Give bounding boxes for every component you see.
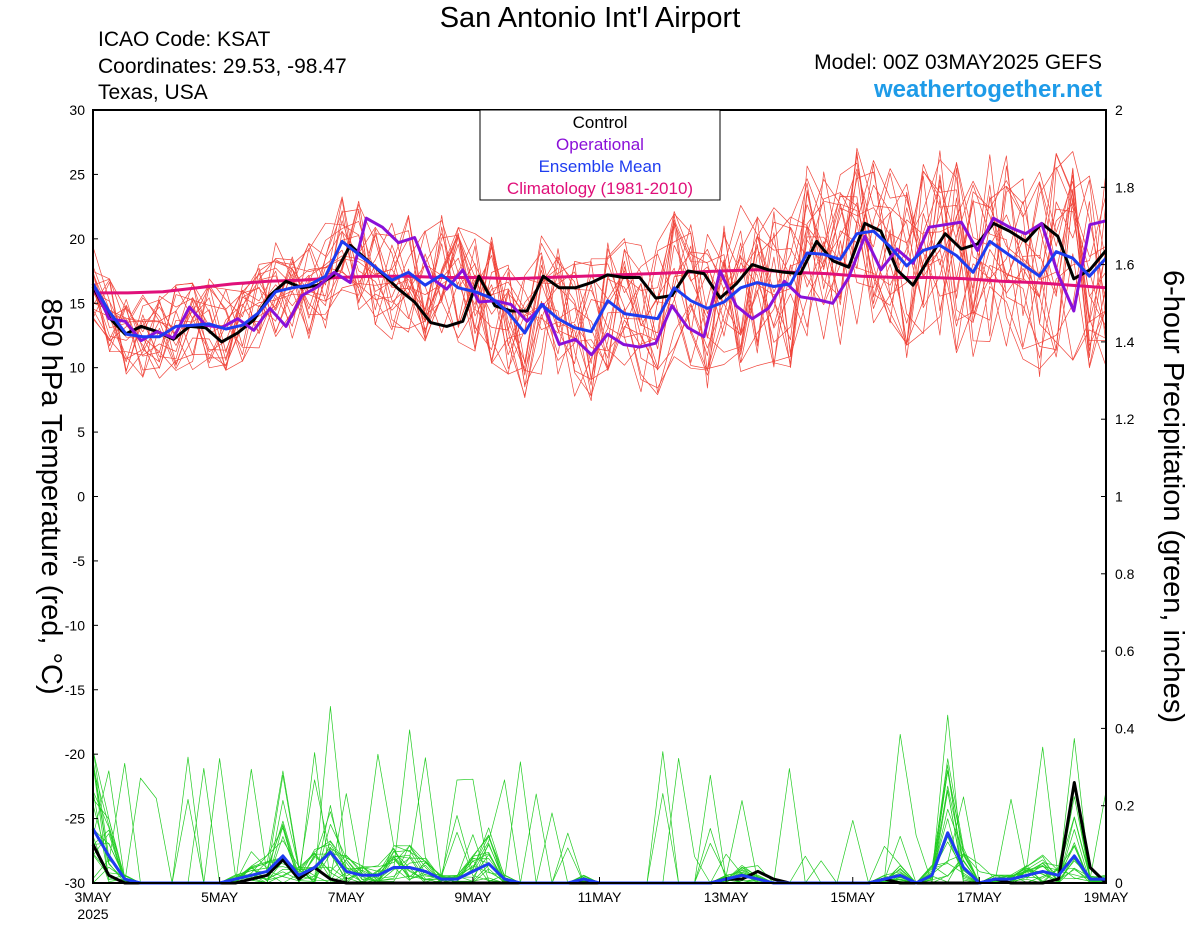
region: Texas, USA [98,81,208,104]
model-run: Model: 00Z 03MAY2025 GEFS [814,51,1102,74]
x-tick-label: 5MAY [201,889,239,905]
right-tick-label: 2 [1115,102,1123,118]
left-axis-title: 850 hPa Temperature (red, °C) [35,298,67,694]
legend-entry: Ensemble Mean [539,157,662,176]
left-tick-label: 20 [69,231,85,247]
right-tick-label: 1 [1115,489,1123,505]
legend-box [479,109,721,201]
x-tick-label: 13MAY [704,889,750,905]
right-tick-label: 1.6 [1115,257,1135,273]
right-tick-label: 0.4 [1115,720,1135,736]
left-tick-label: -5 [73,553,86,569]
left-tick-label: -30 [65,875,85,891]
right-tick-label: 1.8 [1115,179,1135,195]
precip-member-line [92,729,1107,884]
climatology-temp-line [93,268,1107,295]
right-tick-label: 0.8 [1115,566,1135,582]
temp-member-line [92,168,1107,372]
right-tick-label: 0.6 [1115,643,1135,659]
left-tick-label: 30 [69,102,85,118]
mean-temp-line [91,229,1108,339]
temp-member-line [92,191,1107,386]
left-tick-label: 25 [69,166,85,182]
temp-member-line [92,162,1107,388]
right-tick-label: 1.2 [1115,411,1135,427]
x-tick-label: 11MAY [578,889,622,905]
left-tick-label: 0 [77,489,85,505]
temp-member-line [92,154,1107,380]
left-tick-label: -20 [65,746,85,762]
temp-member-line [92,168,1107,397]
ensemble-precip-members [92,706,1107,884]
icao-code: ICAO Code: KSAT [98,28,271,51]
coordinates: Coordinates: 29.53, -98.47 [98,55,347,78]
site-link[interactable]: weathertogether.net [873,76,1102,103]
x-tick-sublabel: 2025 [77,906,108,922]
x-tick-label: 7MAY [328,889,366,905]
x-tick-label: 19MAY [1084,889,1130,905]
legend-entry: Control [573,113,628,132]
right-tick-label: 0 [1115,875,1123,891]
x-tick-label: 15MAY [830,889,876,905]
left-tick-label: 10 [69,360,85,376]
right-axis-title: 6-hour Precipitation (green, inches) [1157,270,1189,723]
legend-entry: Operational [556,135,644,154]
chart-title: San Antonio Int'l Airport [439,2,741,34]
operational-temp-line [91,216,1107,357]
left-tick-label: -25 [65,811,85,827]
legend: Control Operational Ensemble Mean Climatolo… [479,109,721,201]
x-tick-label: 17MAY [957,889,1003,905]
right-tick-label: 1.4 [1115,334,1135,350]
temp-member-line [92,164,1107,399]
legend-entry: Climatology (1981-2010) [507,179,693,198]
right-tick-label: 0.2 [1115,798,1135,814]
x-tick-label: 9MAY [454,889,492,905]
left-tick-label: 5 [77,424,85,440]
axes: 302520151050-5-10-15-20-25-3021.81.61.41… [35,102,1189,922]
left-tick-label: 15 [69,295,85,311]
x-tick-label: 3MAY [74,889,112,905]
ensemble-temp-members [92,147,1107,402]
left-tick-label: -15 [65,682,85,698]
left-tick-label: -10 [65,617,85,633]
